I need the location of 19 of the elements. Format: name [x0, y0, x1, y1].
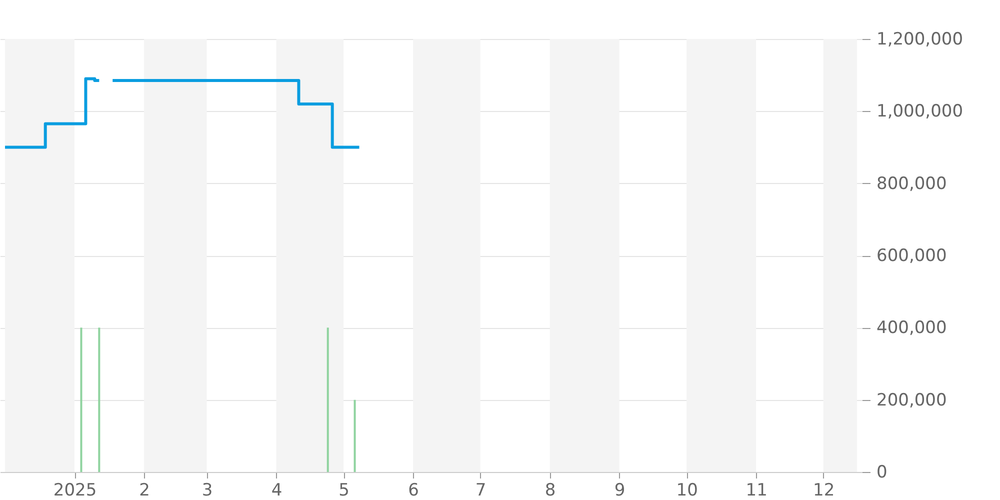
x-tick-label: 5 — [338, 480, 350, 500]
x-tick-label: 9 — [614, 480, 626, 500]
x-tick-label: 2 — [139, 480, 150, 500]
x-tick-label: 3 — [202, 480, 213, 500]
x-tick-label: 10 — [676, 480, 698, 500]
x-tick-label: 11 — [746, 480, 768, 500]
x-tick-label: 8 — [544, 480, 556, 500]
x-tick-label: 6 — [408, 480, 419, 500]
y-tick-label: 1,200,000 — [876, 30, 964, 50]
y-tick-label: 200,000 — [876, 390, 947, 410]
x-tick-label: 2025 — [53, 480, 97, 500]
x-tick-label: 4 — [271, 480, 282, 500]
y-tick-label: 400,000 — [876, 318, 947, 338]
x-tick-label: 7 — [475, 480, 486, 500]
y-tick-label: 1,000,000 — [876, 102, 964, 122]
x-tick-label: 12 — [813, 480, 835, 500]
y-tick-label: 600,000 — [876, 246, 947, 266]
y-tick-label: 800,000 — [876, 174, 947, 194]
y-tick-label: 0 — [876, 462, 888, 482]
